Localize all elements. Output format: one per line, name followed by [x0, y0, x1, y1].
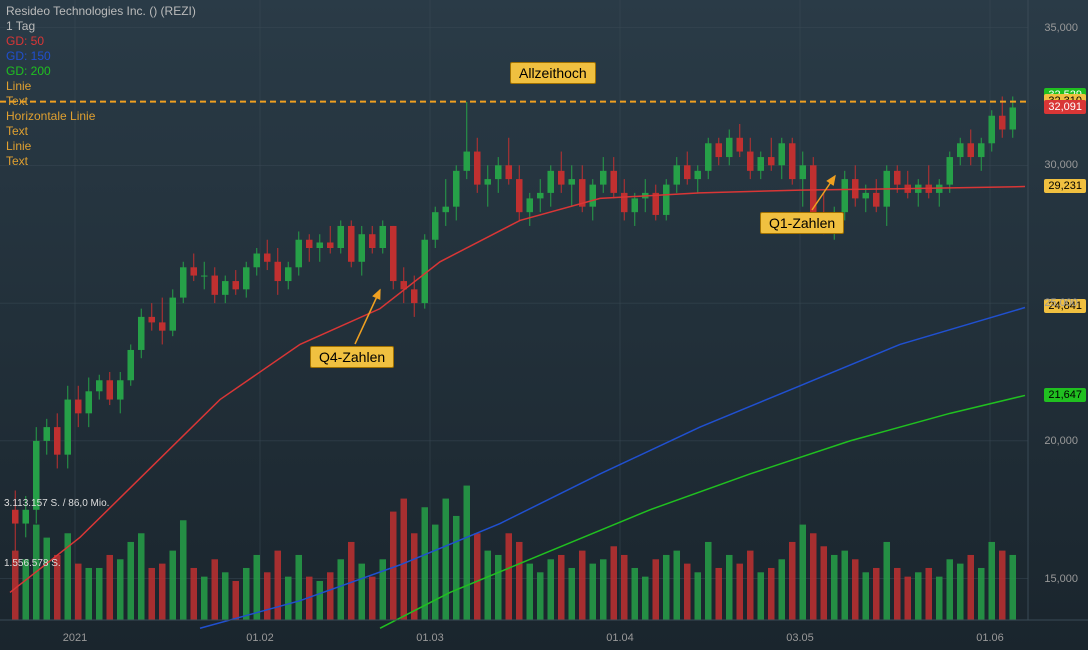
- legend-item: Text: [6, 94, 196, 109]
- y-axis-tick: 15,000: [1044, 573, 1078, 585]
- y-axis-tick: 25,000: [1044, 297, 1078, 309]
- legend-item: Horizontale Linie: [6, 109, 196, 124]
- price-label: 32,091: [1044, 100, 1086, 114]
- legend-item: GD: 200: [6, 64, 196, 79]
- legend-item: GD: 50: [6, 34, 196, 49]
- y-axis-tick: 35,000: [1044, 22, 1078, 34]
- legend-block: Resideo Technologies Inc. () (REZI) 1 Ta…: [6, 4, 196, 169]
- legend-item: Linie: [6, 79, 196, 94]
- x-axis-tick: 01.03: [416, 632, 444, 644]
- x-axis-tick: 03.05: [786, 632, 814, 644]
- chart-annotation: Q4-Zahlen: [310, 346, 394, 368]
- x-axis-tick: 01.06: [976, 632, 1004, 644]
- volume-label: 3.113.157 S. / 86,0 Mio.: [4, 498, 109, 509]
- chart-panel[interactable]: Resideo Technologies Inc. () (REZI) 1 Ta…: [0, 0, 1088, 650]
- legend-item: Linie: [6, 139, 196, 154]
- x-axis-tick: 01.02: [246, 632, 274, 644]
- x-axis-tick: 2021: [63, 632, 87, 644]
- chart-annotation: Q1-Zahlen: [760, 212, 844, 234]
- chart-timeframe: 1 Tag: [6, 19, 196, 34]
- y-axis-tick: 20,000: [1044, 435, 1078, 447]
- chart-annotation: Allzeithoch: [510, 62, 596, 84]
- legend-item: Text: [6, 154, 196, 169]
- y-axis-tick: 30,000: [1044, 159, 1078, 171]
- chart-title: Resideo Technologies Inc. () (REZI): [6, 4, 196, 19]
- legend-item: GD: 150: [6, 49, 196, 64]
- price-label: 21,647: [1044, 388, 1086, 402]
- volume-label: 1.556.578 S.: [4, 558, 61, 569]
- price-label: 29,231: [1044, 179, 1086, 193]
- legend-item: Text: [6, 124, 196, 139]
- x-axis-tick: 01.04: [606, 632, 634, 644]
